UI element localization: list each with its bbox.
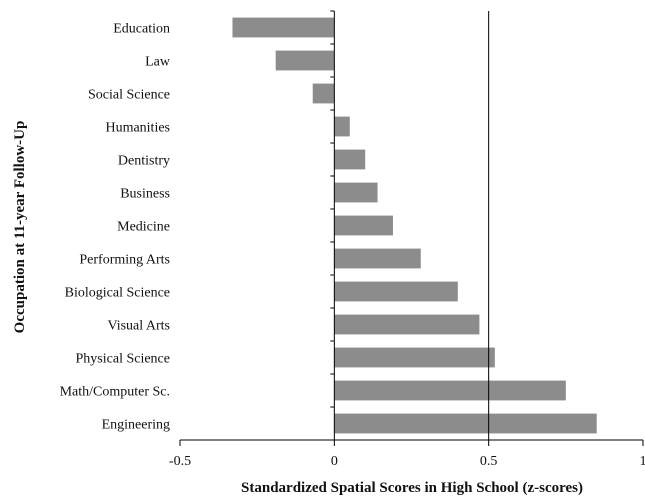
x-tick-labels: -0.5 0 0.5 1	[169, 454, 645, 469]
category-labels: Education Law Social Science Humanities Dent…	[60, 22, 171, 433]
category-label: Biological Science	[65, 286, 170, 301]
bars-group	[232, 17, 597, 434]
bar-dentistry	[334, 149, 366, 170]
category-label: Performing Arts	[79, 253, 170, 268]
bar-education	[232, 17, 335, 38]
bar-business	[334, 182, 378, 203]
category-label: Humanities	[105, 121, 170, 136]
axes-group	[179, 10, 644, 446]
category-label: Medicine	[117, 220, 170, 235]
x-tick-label: -0.5	[169, 454, 191, 469]
bar-physical-science	[334, 347, 495, 368]
x-tick-label: 1	[640, 454, 645, 469]
bar-social-science	[312, 83, 335, 104]
x-axis-title: Standardized Spatial Scores in High Scho…	[241, 480, 583, 496]
category-label: Visual Arts	[107, 319, 170, 334]
bar-visual-arts	[334, 314, 480, 335]
bar-humanities	[334, 116, 350, 137]
category-label: Dentistry	[118, 154, 170, 169]
category-label: Business	[120, 187, 170, 202]
category-label: Math/Computer Sc.	[60, 385, 170, 400]
category-label: Law	[145, 55, 171, 70]
bar-math-computer-sc	[334, 380, 566, 401]
category-label: Education	[113, 22, 170, 37]
x-tick-label: 0	[331, 454, 338, 469]
bar-law	[275, 50, 335, 71]
x-tick-label: 0.5	[480, 454, 498, 469]
bar-engineering	[334, 413, 597, 434]
bar-biological-science	[334, 281, 458, 302]
y-axis-title: Occupation at 11-year Follow-Up	[12, 121, 28, 334]
bar-performing-arts	[334, 248, 421, 269]
category-label: Physical Science	[76, 352, 170, 367]
category-label: Social Science	[88, 88, 170, 103]
bar-medicine	[334, 215, 393, 236]
category-label: Engineering	[102, 418, 170, 433]
